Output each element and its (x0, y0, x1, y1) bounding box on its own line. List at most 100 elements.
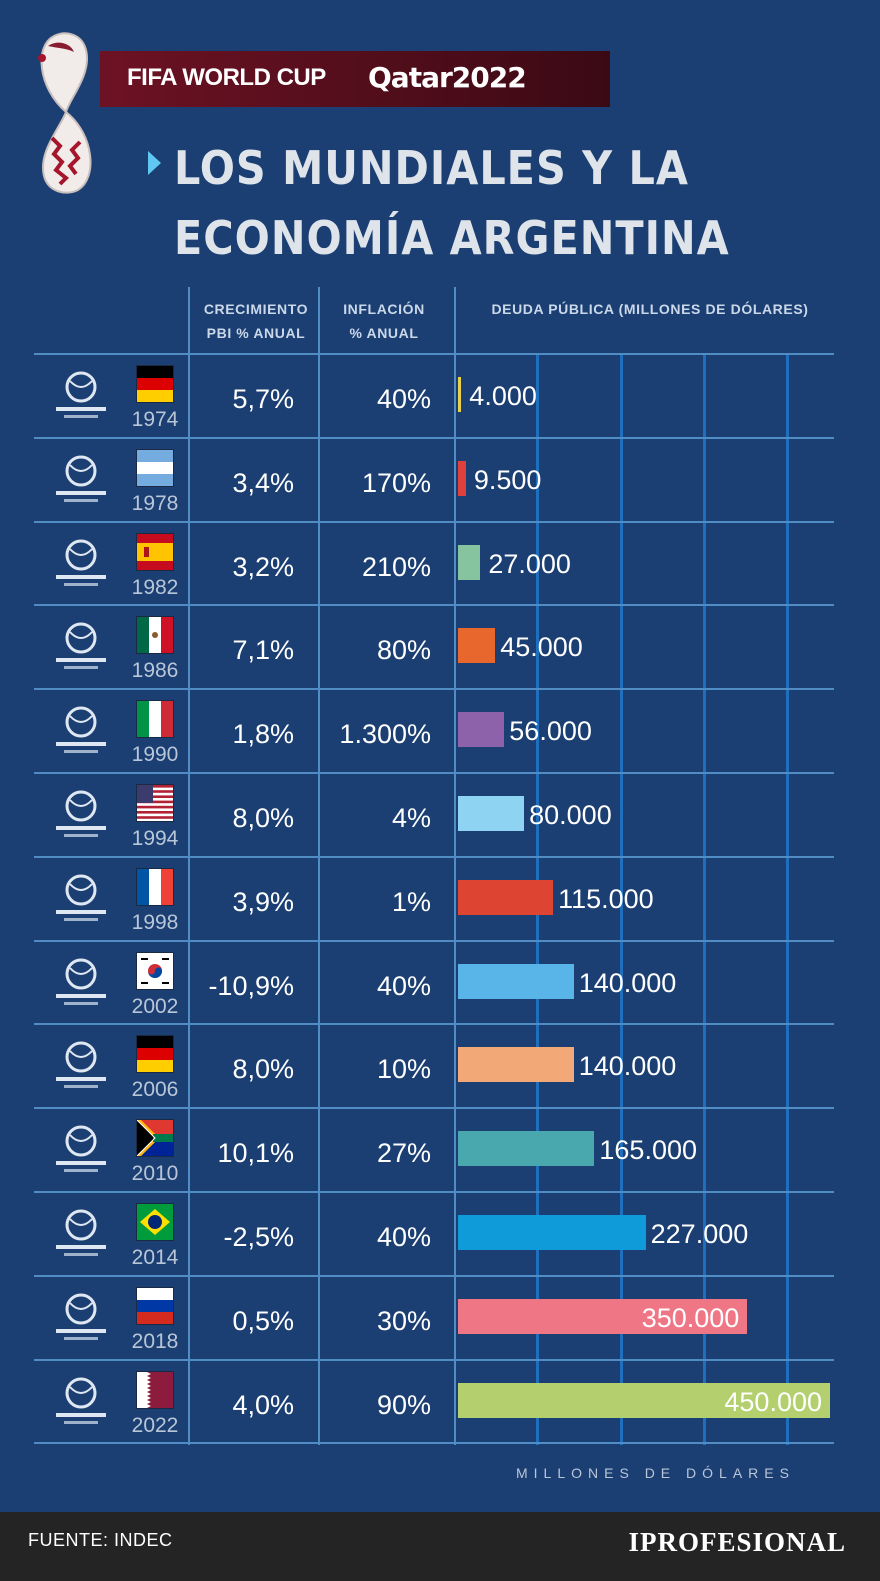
row-separator (34, 772, 834, 774)
banner-host: Qatar2022 (368, 61, 527, 94)
growth-value: 5,7% (232, 384, 294, 414)
world-cup-2014-logo-icon (48, 1205, 114, 1263)
flag-1986-icon (136, 616, 174, 655)
growth-value: 3,9% (232, 886, 294, 917)
row-separator (34, 353, 834, 355)
qatar-2022-emblem-icon (38, 32, 92, 194)
debt-value-label: 4.000 (469, 381, 537, 411)
debt-bar (458, 1047, 574, 1083)
inflation-value: 40% (376, 384, 431, 414)
debt-value-label: 140.000 (578, 967, 677, 998)
debt-value-label: 9.500 (473, 464, 542, 495)
row-separator (34, 1358, 834, 1361)
debt-value-label: 165.000 (599, 1135, 697, 1166)
inflation-column-header: INFLACIÓN % ANUAL (322, 297, 446, 345)
growth-value: -10,9% (208, 970, 294, 1001)
inflation-value: 80% (376, 635, 431, 666)
chart-gridline (786, 355, 789, 1445)
debt-bar (458, 628, 496, 664)
world-cup-1994-logo-icon (48, 786, 114, 844)
row-separator (34, 1107, 834, 1110)
inflation-value: 27% (376, 1138, 431, 1169)
footer-bar (0, 1512, 880, 1581)
growth-value: 8,0% (232, 1054, 294, 1085)
world-cup-2006-logo-icon (48, 1037, 114, 1095)
growth-value: 4,0% (232, 1389, 294, 1420)
inflation-header-line-2: % ANUAL (349, 325, 419, 341)
year-label: 2018 (131, 1329, 179, 1353)
world-cup-1982-logo-icon (48, 535, 114, 593)
debt-value-label: 450.000 (724, 1386, 822, 1417)
brand-logo: IPROFESIONAL (628, 1527, 846, 1557)
flag-2018-icon (136, 1286, 174, 1325)
year-label: 1990 (131, 743, 179, 767)
flag-1998-icon (136, 867, 174, 906)
debt-bar (458, 1382, 830, 1418)
inflation-value: 40% (376, 1222, 431, 1252)
year-label: 2014 (131, 1246, 179, 1269)
source-note: FUENTE: INDEC (28, 1530, 173, 1550)
banner-title: FIFA WORLD CUP (127, 64, 326, 91)
debt-bar (458, 544, 481, 580)
debt-bar (458, 1215, 646, 1250)
headline: LOS MUNDIALES Y LA ECONOMÍA ARGENTINA (174, 133, 730, 273)
row-separator (34, 604, 834, 607)
row-separator (34, 855, 834, 858)
debt-bar (458, 879, 554, 915)
flag-1994-icon (136, 784, 174, 822)
flag-2006-icon (136, 1035, 174, 1074)
year-label: 2006 (131, 1078, 179, 1102)
world-cup-2010-logo-icon (48, 1121, 114, 1179)
year-label: 1978 (131, 491, 179, 515)
debt-value-label: 115.000 (558, 883, 654, 914)
growth-value: 1,8% (232, 719, 294, 750)
inflation-value: 90% (376, 1389, 431, 1420)
row-separator (34, 520, 834, 523)
inflation-value: 40% (376, 970, 431, 1001)
x-axis-label: MILLONES DE DÓLARES (516, 1465, 795, 1481)
flag-1978-icon (136, 448, 174, 487)
row-separator (34, 1442, 834, 1445)
debt-value-label: 350.000 (641, 1302, 740, 1333)
debt-value-label: 45.000 (500, 632, 583, 663)
world-cup-1974-logo-icon (48, 367, 114, 425)
row-separator (34, 1023, 834, 1026)
row-separator (34, 939, 834, 942)
debt-column-header: DEUDA PÚBLICA (MILLONES DE DÓLARES) (491, 301, 809, 317)
row-separator (34, 436, 834, 439)
row-separator (34, 1274, 834, 1277)
debt-value-label: 27.000 (488, 548, 571, 579)
world-cup-2022-logo-icon (48, 1373, 114, 1431)
debt-value-label: 227.000 (650, 1219, 749, 1249)
flag-1990-icon (136, 700, 174, 739)
inflation-value: 30% (376, 1305, 431, 1336)
debt-bar (458, 1298, 748, 1334)
year-label: 2002 (131, 994, 179, 1018)
debt-bar (458, 963, 574, 999)
chart-gridline (703, 355, 706, 1445)
debt-bar (458, 377, 462, 412)
inflation-value: 4% (391, 803, 431, 833)
flag-1982-icon (136, 532, 174, 571)
flag-1974-icon (136, 365, 174, 403)
growth-column-header: CRECIMIENTO PBI % ANUAL (194, 297, 318, 345)
world-cup-1990-logo-icon (48, 702, 114, 760)
growth-header-line-2: PBI % ANUAL (206, 325, 306, 341)
debt-bar (458, 1131, 595, 1167)
growth-value: 8,0% (232, 803, 294, 833)
world-cup-2018-logo-icon (48, 1289, 114, 1347)
inflation-header-line-1: INFLACIÓN (343, 301, 425, 317)
debt-value-label: 140.000 (578, 1051, 677, 1082)
world-cup-2002-logo-icon (48, 954, 114, 1012)
column-divider (454, 287, 456, 1445)
headline-arrow-icon (148, 151, 161, 175)
growth-value: 3,2% (232, 551, 294, 582)
world-cup-1986-logo-icon (48, 618, 114, 676)
growth-value: 10,1% (217, 1138, 294, 1169)
debt-bar (458, 796, 525, 831)
headline-line-2: ECONOMÍA ARGENTINA (174, 211, 730, 265)
year-label: 1986 (131, 659, 179, 683)
world-cup-banner: FIFA WORLD CUP Qatar2022 (100, 51, 610, 107)
debt-value-label: 80.000 (529, 800, 612, 830)
column-divider (318, 287, 320, 1445)
